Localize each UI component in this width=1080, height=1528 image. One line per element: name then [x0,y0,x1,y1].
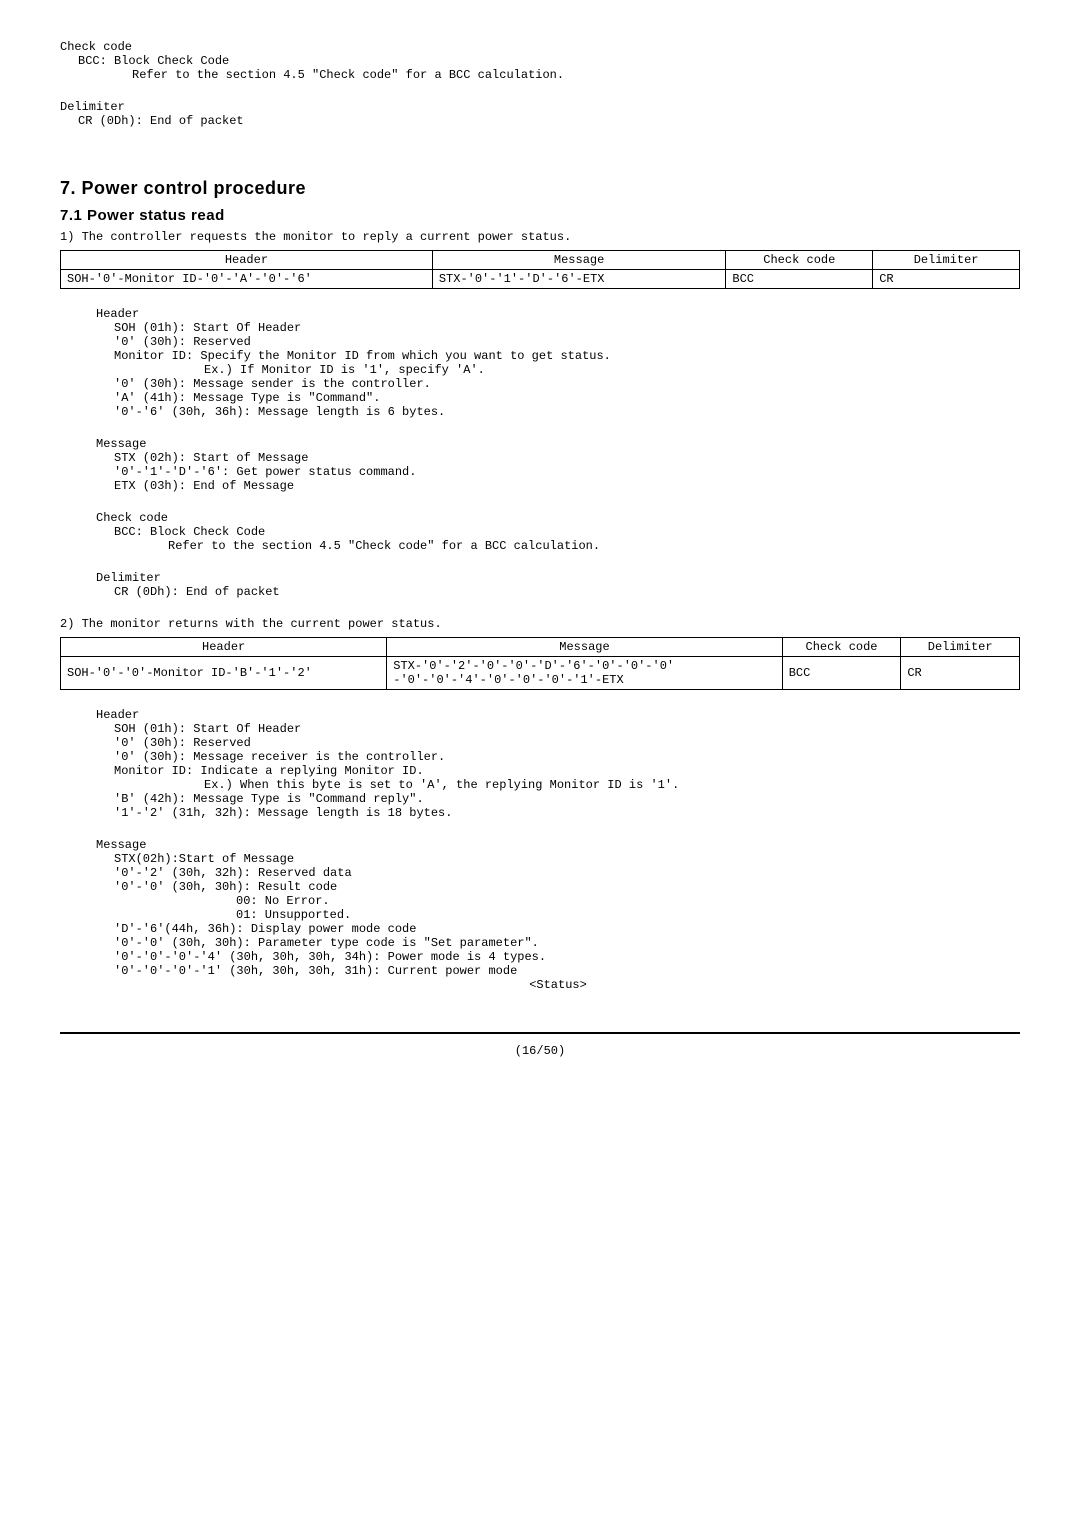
step1-text: 1) The controller requests the monitor t… [60,230,1020,244]
reserved-line: '0'-'2' (30h, 32h): Reserved data [114,866,1020,880]
msgtype-line: 'A' (41h): Message Type is "Command". [114,391,1020,405]
delimiter-cr: CR (0Dh): End of packet [78,114,1020,128]
r00-line: 00: No Error. [236,894,1020,908]
cell: CR [873,270,1020,289]
section-7-1-title: 7.1 Power status read [60,207,1020,224]
ptype-line: '0'-'0' (30h, 30h): Parameter type code … [114,936,1020,950]
section-7-title: 7. Power control procedure [60,178,1020,199]
status-line: <Status> [96,978,1020,992]
cmd-line: '0'-'1'-'D'-'6': Get power status comman… [114,465,1020,479]
bcc-refer: Refer to the section 4.5 "Check code" fo… [168,539,1020,553]
message2-block: Message STX(02h):Start of Message '0'-'2… [96,838,1020,992]
sender-line: '0' (30h): Message sender is the control… [114,377,1020,391]
checkcode1-block: Check code BCC: Block Check Code Refer t… [96,511,1020,553]
page-number: (16/50) [515,1044,565,1058]
table-header-row: Header Message Check code Delimiter [61,638,1020,657]
col-header: Check code [726,251,873,270]
monitorid-ex: Ex.) When this byte is set to 'A', the r… [204,778,1020,792]
header-label: Header [96,307,1020,321]
table-header-row: Header Message Check code Delimiter [61,251,1020,270]
stx-line: STX (02h): Start of Message [114,451,1020,465]
bcc-label: BCC: Block Check Code [78,54,1020,68]
msg-line1: STX-'0'-'2'-'0'-'0'-'D'-'6'-'0'-'0'-'0' [393,659,775,673]
soh-line: SOH (01h): Start Of Header [114,321,1020,335]
checkcode-top-block: Check code BCC: Block Check Code Refer t… [60,40,1020,82]
col-header: Header [61,251,433,270]
message1-block: Message STX (02h): Start of Message '0'-… [96,437,1020,493]
message-label: Message [96,838,1020,852]
col-header: Message [432,251,726,270]
cell: STX-'0'-'1'-'D'-'6'-ETX [432,270,726,289]
r01-line: 01: Unsupported. [236,908,1020,922]
table-row: SOH-'0'-'0'-Monitor ID-'B'-'1'-'2' STX-'… [61,657,1020,690]
cell: SOH-'0'-'0'-Monitor ID-'B'-'1'-'2' [61,657,387,690]
cell: SOH-'0'-Monitor ID-'0'-'A'-'0'-'6' [61,270,433,289]
monitorid-line: Monitor ID: Specify the Monitor ID from … [114,349,1020,363]
bcc-refer: Refer to the section 4.5 "Check code" fo… [132,68,1020,82]
step2-text: 2) The monitor returns with the current … [60,617,1020,631]
cell: CR [901,657,1020,690]
header2-block: Header SOH (01h): Start Of Header '0' (3… [96,708,1020,820]
delimiter-label: Delimiter [60,100,1020,114]
msgtype-line: 'B' (42h): Message Type is "Command repl… [114,792,1020,806]
delimiter-label: Delimiter [96,571,1020,585]
col-header: Message [387,638,782,657]
msglen-line: '0'-'6' (30h, 36h): Message length is 6 … [114,405,1020,419]
msg-line2: -'0'-'0'-'4'-'0'-'0'-'0'-'1'-ETX [393,673,775,687]
soh-line: SOH (01h): Start Of Header [114,722,1020,736]
delimiter-top-block: Delimiter CR (0Dh): End of packet [60,100,1020,128]
request-table: Header Message Check code Delimiter SOH-… [60,250,1020,289]
reserved-line: '0' (30h): Reserved [114,335,1020,349]
etx-line: ETX (03h): End of Message [114,479,1020,493]
msglen-line: '1'-'2' (31h, 32h): Message length is 18… [114,806,1020,820]
pmode4-line: '0'-'0'-'0'-'4' (30h, 30h, 30h, 34h): Po… [114,950,1020,964]
table-row: SOH-'0'-Monitor ID-'0'-'A'-'0'-'6' STX-'… [61,270,1020,289]
cell: BCC [782,657,901,690]
delimiter1-block: Delimiter CR (0Dh): End of packet [96,571,1020,599]
col-header: Check code [782,638,901,657]
col-header: Delimiter [873,251,1020,270]
col-header: Delimiter [901,638,1020,657]
monitorid-ex: Ex.) If Monitor ID is '1', specify 'A'. [204,363,1020,377]
col-header: Header [61,638,387,657]
dpmc-line: 'D'-'6'(44h, 36h): Display power mode co… [114,922,1020,936]
cur-line: '0'-'0'-'0'-'1' (30h, 30h, 30h, 31h): Cu… [114,964,1020,978]
monitorid-line: Monitor ID: Indicate a replying Monitor … [114,764,1020,778]
page-footer: (16/50) [60,1032,1020,1058]
bcc-line: BCC: Block Check Code [114,525,1020,539]
checkcode-label: Check code [60,40,1020,54]
result-line: '0'-'0' (30h, 30h): Result code [114,880,1020,894]
cell: BCC [726,270,873,289]
receiver-line: '0' (30h): Message receiver is the contr… [114,750,1020,764]
response-table: Header Message Check code Delimiter SOH-… [60,637,1020,690]
message-label: Message [96,437,1020,451]
cell: STX-'0'-'2'-'0'-'0'-'D'-'6'-'0'-'0'-'0' … [387,657,782,690]
stx-line: STX(02h):Start of Message [114,852,1020,866]
checkcode-label: Check code [96,511,1020,525]
reserved-line: '0' (30h): Reserved [114,736,1020,750]
header1-block: Header SOH (01h): Start Of Header '0' (3… [96,307,1020,419]
header-label: Header [96,708,1020,722]
delimiter-cr: CR (0Dh): End of packet [114,585,1020,599]
